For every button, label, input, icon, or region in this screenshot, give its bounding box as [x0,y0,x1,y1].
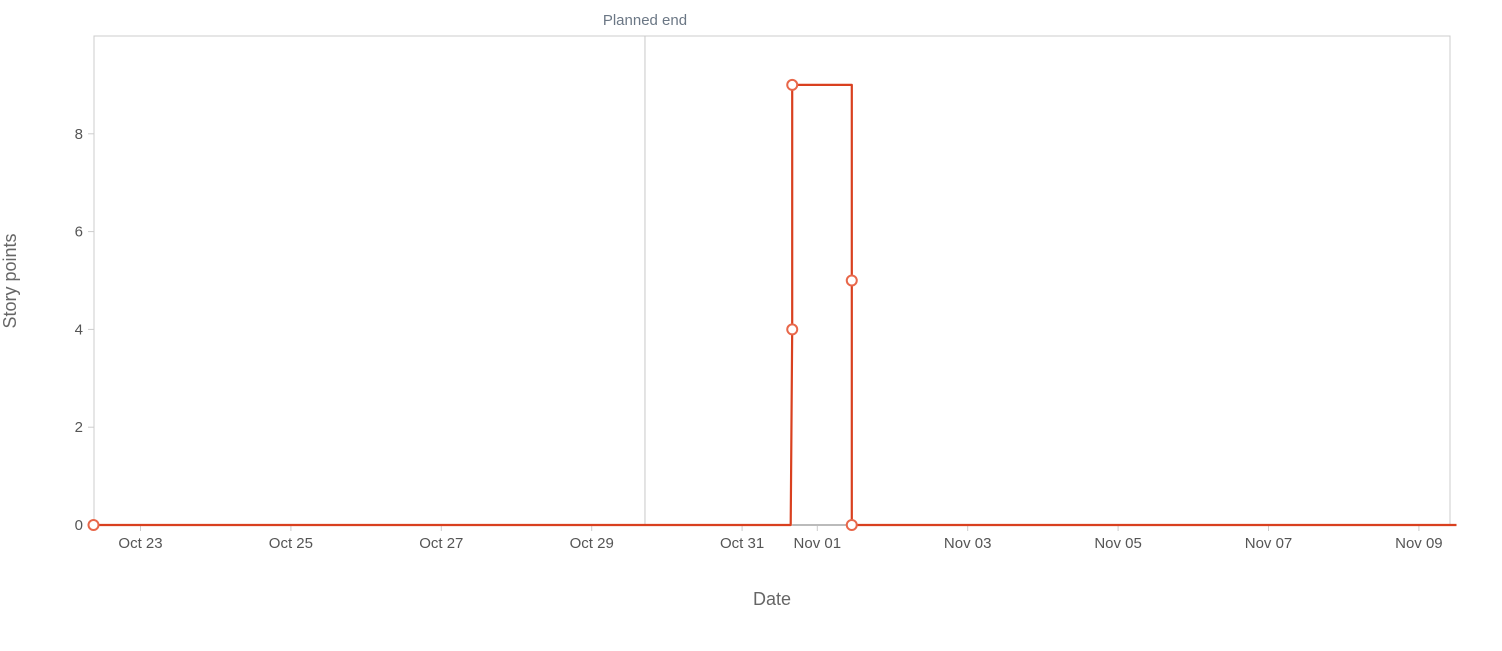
x-tick-label: Nov 05 [1094,535,1142,552]
y-tick-label: 4 [75,321,83,338]
x-axis-title: Date [753,589,791,609]
x-axis: Oct 23 Oct 25 Oct 27 Oct 29 Oct 31 Nov 01 Nov … [118,525,1443,552]
x-tick-label: Oct 25 [269,535,313,552]
annotation-label: Planned end [603,12,687,29]
x-tick-label: Oct 23 [118,535,162,552]
series [87,78,1457,531]
series-line [93,83,1457,527]
data-point [786,78,799,91]
x-tick-label: Nov 07 [1245,535,1293,552]
x-tick-label: Oct 29 [570,535,614,552]
x-tick-label: Nov 09 [1395,535,1443,552]
y-tick-label: 8 [75,126,83,143]
annotations: Planned end [603,12,687,525]
data-point [87,519,100,531]
data-point [786,323,799,336]
y-tick-label: 6 [75,224,83,241]
y-axis-title: Story points [0,233,20,328]
y-tick-label: 2 [75,419,83,436]
data-point [845,274,858,287]
x-tick-label: Nov 01 [794,535,842,552]
y-tick-label: 0 [75,517,83,534]
x-tick-label: Oct 27 [419,535,463,552]
x-tick-label: Oct 31 [720,535,764,552]
data-point [845,519,858,531]
plot-frame [93,35,1451,526]
x-tick-label: Nov 03 [944,535,992,552]
y-axis: 0 2 4 6 8 [75,126,94,534]
